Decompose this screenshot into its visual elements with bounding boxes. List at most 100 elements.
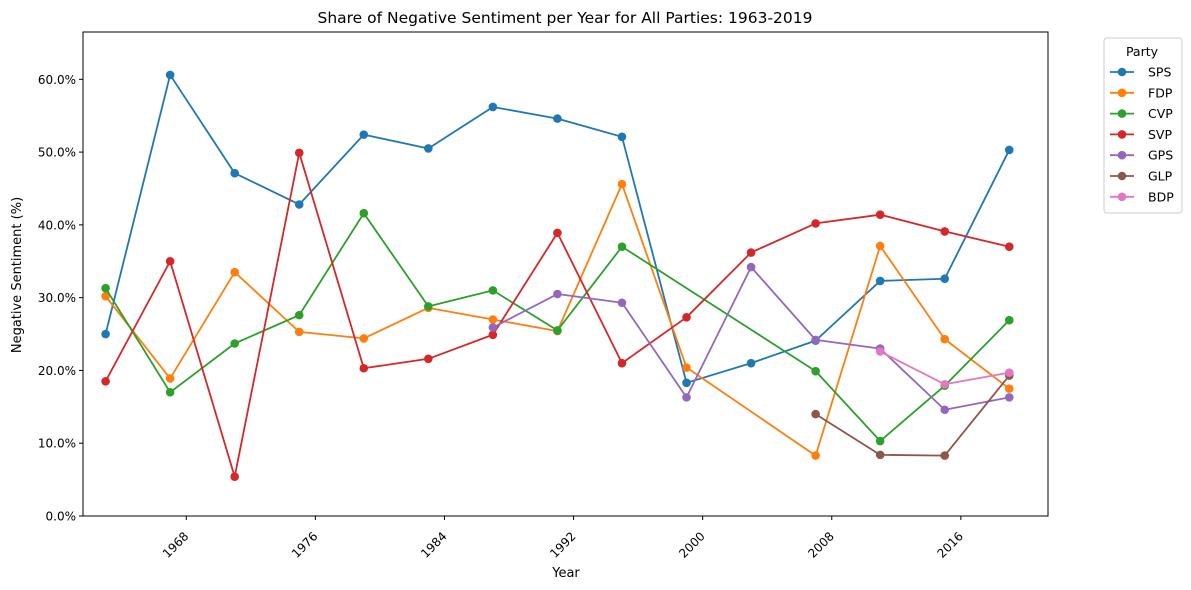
series-line-fdp xyxy=(104,183,1010,457)
data-point-gps xyxy=(811,335,820,345)
legend-item-bdp: BDP xyxy=(1110,189,1174,204)
legend-item-fdp: FDP xyxy=(1110,85,1173,100)
y-tick-label: 30.0% xyxy=(38,291,76,305)
legend-item-glp: GLP xyxy=(1110,169,1173,184)
legend-label: SVP xyxy=(1148,127,1172,142)
data-point-glp xyxy=(875,450,885,460)
data-point-sps xyxy=(488,102,498,112)
data-point-gps xyxy=(682,393,691,402)
chart-title: Share of Negative Sentiment per Year for… xyxy=(317,9,812,27)
series-svp xyxy=(101,148,1014,481)
data-point-glp xyxy=(940,451,950,460)
data-point-svp xyxy=(230,472,239,481)
data-point-cvp xyxy=(617,242,627,252)
series-line-glp xyxy=(815,374,1010,457)
legend-marker xyxy=(1117,67,1127,77)
legend-box xyxy=(1103,37,1183,214)
data-point-svp xyxy=(424,354,433,364)
series-fdp xyxy=(101,179,1014,460)
data-point-fdp xyxy=(230,267,239,277)
data-point-bdp xyxy=(940,379,950,389)
legend-label: BDP xyxy=(1148,189,1174,204)
data-point-sps xyxy=(682,378,691,388)
data-point-cvp xyxy=(230,339,239,348)
legend-marker xyxy=(1117,130,1127,139)
data-point-cvp xyxy=(811,366,820,376)
data-point-fdp xyxy=(294,327,304,337)
legend-marker xyxy=(1117,171,1127,181)
data-point-sps xyxy=(294,200,304,209)
data-point-sps xyxy=(746,358,756,368)
data-point-cvp xyxy=(875,436,885,446)
y-tick-label: 10.0% xyxy=(38,437,76,451)
data-point-sps xyxy=(359,130,369,139)
data-point-gps xyxy=(1004,393,1014,402)
legend-title: Party xyxy=(1126,44,1159,59)
data-point-glp xyxy=(811,409,820,419)
data-point-gps xyxy=(940,405,950,415)
y-tick-label: 0.0% xyxy=(46,510,77,524)
data-point-sps xyxy=(940,274,950,284)
series-bdp xyxy=(875,347,1014,389)
legend: Party SPS FDP CVP SVP GPS GLP BDP xyxy=(1103,37,1183,214)
data-point-sps xyxy=(230,168,239,178)
legend-label: SPS xyxy=(1148,65,1171,80)
data-point-svp xyxy=(488,330,498,340)
data-point-fdp xyxy=(682,363,691,372)
legend-label: FDP xyxy=(1148,85,1173,100)
plot-frame xyxy=(82,31,1049,517)
data-point-cvp xyxy=(424,302,433,311)
data-point-svp xyxy=(811,219,820,228)
data-point-fdp xyxy=(488,315,498,324)
data-point-gps xyxy=(617,298,627,308)
legend-item-gps: GPS xyxy=(1110,148,1173,163)
data-point-fdp xyxy=(940,334,950,344)
data-point-sps xyxy=(101,329,110,339)
data-point-svp xyxy=(617,358,627,368)
data-point-fdp xyxy=(165,374,175,383)
data-point-cvp xyxy=(101,283,110,293)
data-point-fdp xyxy=(101,291,110,301)
series-gps xyxy=(488,262,1014,415)
data-point-cvp xyxy=(359,208,369,218)
plot-series xyxy=(101,70,1014,481)
legend-item-svp: SVP xyxy=(1110,127,1172,142)
data-point-sps xyxy=(553,114,562,123)
data-point-svp xyxy=(553,228,562,238)
data-point-sps xyxy=(165,70,175,80)
data-point-fdp xyxy=(617,179,627,189)
y-axis-label: Negative Sentiment (%) xyxy=(10,197,25,353)
legend-label: CVP xyxy=(1148,106,1173,121)
legend-item-sps: SPS xyxy=(1110,65,1171,80)
data-point-sps xyxy=(617,132,627,142)
legend-label: GPS xyxy=(1148,148,1173,163)
data-point-svp xyxy=(294,148,304,158)
data-point-fdp xyxy=(811,451,820,460)
data-point-svp xyxy=(101,377,110,386)
data-point-svp xyxy=(165,256,175,266)
data-point-cvp xyxy=(294,310,304,320)
data-point-sps xyxy=(1004,145,1014,155)
data-point-sps xyxy=(875,276,885,286)
data-point-svp xyxy=(682,313,691,322)
legend-marker xyxy=(1117,109,1127,118)
data-point-fdp xyxy=(1004,384,1014,393)
data-point-bdp xyxy=(875,347,885,356)
data-point-gps xyxy=(553,289,562,299)
legend-marker xyxy=(1117,88,1127,98)
data-point-fdp xyxy=(875,241,885,251)
data-point-fdp xyxy=(359,334,369,343)
data-point-svp xyxy=(746,248,756,257)
y-tick-label: 20.0% xyxy=(38,364,76,378)
y-tick-label: 40.0% xyxy=(38,218,76,232)
data-point-svp xyxy=(1004,242,1014,252)
data-point-svp xyxy=(359,363,369,373)
data-point-cvp xyxy=(553,326,562,335)
legend-marker xyxy=(1117,150,1127,160)
data-point-cvp xyxy=(165,387,175,397)
data-point-svp xyxy=(940,227,950,236)
legend-marker xyxy=(1117,192,1127,202)
x-axis-label: Year xyxy=(551,566,580,581)
data-point-gps xyxy=(488,323,498,332)
